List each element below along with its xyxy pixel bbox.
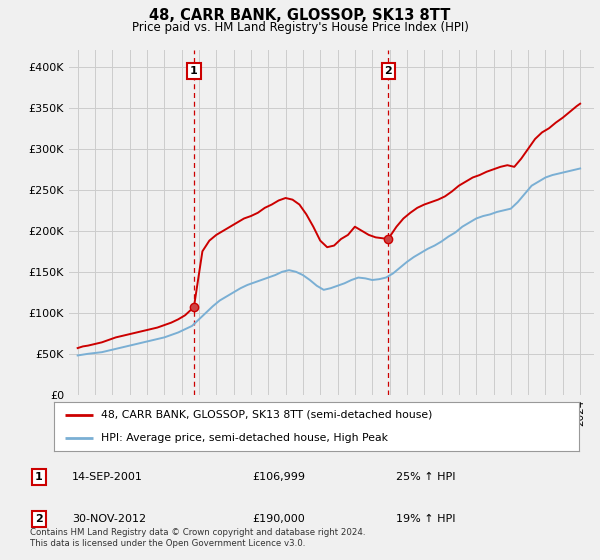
Text: 2: 2 bbox=[35, 514, 43, 524]
Text: HPI: Average price, semi-detached house, High Peak: HPI: Average price, semi-detached house,… bbox=[101, 433, 388, 444]
Text: Contains HM Land Registry data © Crown copyright and database right 2024.
This d: Contains HM Land Registry data © Crown c… bbox=[30, 528, 365, 548]
Text: 48, CARR BANK, GLOSSOP, SK13 8TT: 48, CARR BANK, GLOSSOP, SK13 8TT bbox=[149, 8, 451, 24]
Text: 14-SEP-2001: 14-SEP-2001 bbox=[72, 472, 143, 482]
Text: £190,000: £190,000 bbox=[252, 514, 305, 524]
Text: 48, CARR BANK, GLOSSOP, SK13 8TT (semi-detached house): 48, CARR BANK, GLOSSOP, SK13 8TT (semi-d… bbox=[101, 410, 433, 420]
Text: £106,999: £106,999 bbox=[252, 472, 305, 482]
Text: 30-NOV-2012: 30-NOV-2012 bbox=[72, 514, 146, 524]
Text: Price paid vs. HM Land Registry's House Price Index (HPI): Price paid vs. HM Land Registry's House … bbox=[131, 21, 469, 34]
Text: 1: 1 bbox=[190, 66, 198, 76]
Text: 2: 2 bbox=[384, 66, 392, 76]
Text: 19% ↑ HPI: 19% ↑ HPI bbox=[396, 514, 455, 524]
Text: 1: 1 bbox=[35, 472, 43, 482]
Text: 25% ↑ HPI: 25% ↑ HPI bbox=[396, 472, 455, 482]
